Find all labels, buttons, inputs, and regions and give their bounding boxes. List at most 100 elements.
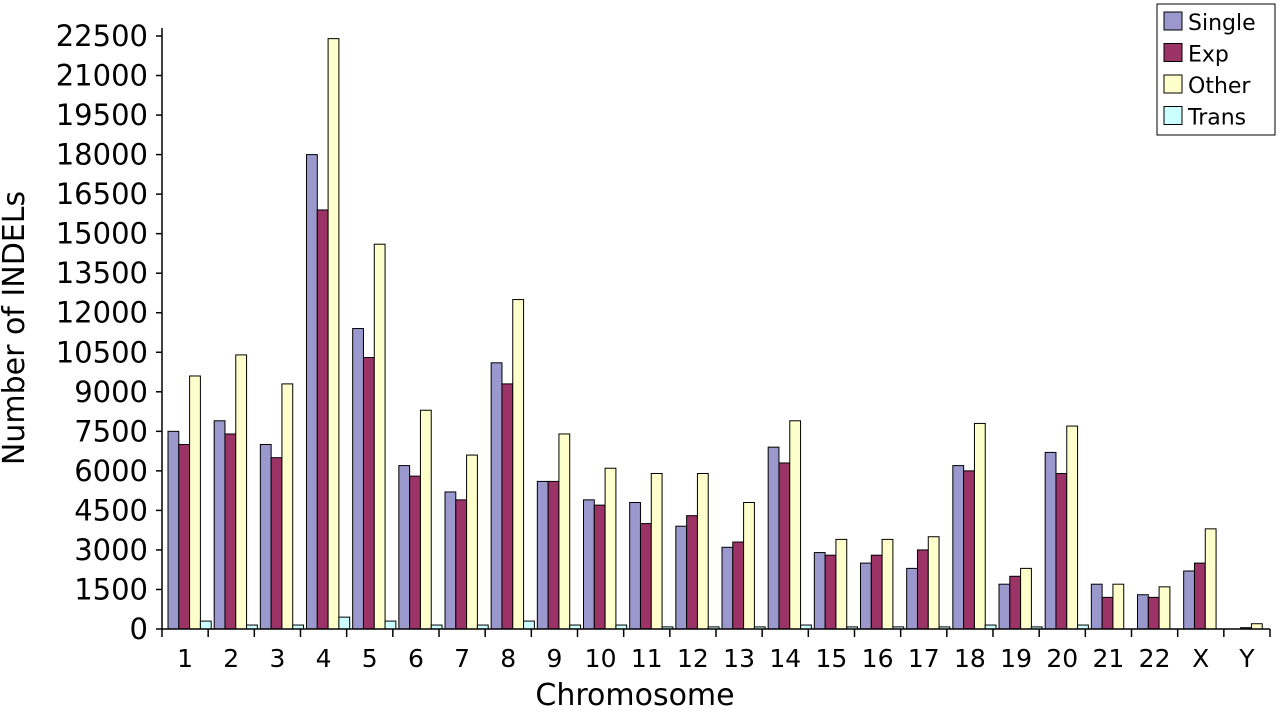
x-tick-label: 11 xyxy=(631,644,663,673)
bar-single-chr-22 xyxy=(1137,594,1149,630)
bar-other-chr-3 xyxy=(281,383,294,630)
bar-other-chr-5 xyxy=(373,243,386,630)
x-tick-label: 10 xyxy=(585,644,617,673)
bar-other-chr-20 xyxy=(1066,425,1079,630)
bar-exp-chr-21 xyxy=(1101,596,1114,630)
bar-other-chr-14 xyxy=(789,420,802,630)
bar-single-chr-20 xyxy=(1044,451,1057,630)
x-tick-label: 21 xyxy=(1093,644,1125,673)
x-tick-label: 4 xyxy=(316,644,332,673)
legend-label-other: Other xyxy=(1188,74,1251,99)
bar-trans-chr-8 xyxy=(523,620,535,630)
bar-single-chr-5 xyxy=(352,328,364,630)
y-tick-label: 6000 xyxy=(74,454,148,488)
x-tick-label: 2 xyxy=(223,644,239,673)
bar-exp-chr-4 xyxy=(316,209,329,630)
x-tick-label: 14 xyxy=(769,644,801,673)
bar-exp-chr-3 xyxy=(270,457,283,630)
bar-single-chr-1 xyxy=(167,430,180,630)
legend-swatch-trans xyxy=(1163,106,1183,125)
bar-single-chr-3 xyxy=(259,444,272,630)
x-tick-label: 9 xyxy=(546,644,562,673)
bar-other-chr-2 xyxy=(235,354,248,630)
y-tick-label: 18000 xyxy=(56,138,148,172)
bar-trans-chr-4 xyxy=(338,616,351,630)
bar-exp-chr-20 xyxy=(1055,473,1068,630)
y-axis-ticks: 0 1500 3000 4500 6000 7500 9000 10500 12000 13500… xyxy=(56,19,162,646)
bar-exp-chr-12 xyxy=(686,515,698,630)
bar-other-chr-22 xyxy=(1158,586,1171,630)
bar-other-chr-19 xyxy=(1020,567,1032,630)
bar-other-chr-8 xyxy=(512,299,525,630)
bar-other-chr-15 xyxy=(835,538,848,630)
legend-swatch-other xyxy=(1163,74,1183,94)
bar-single-chr-7 xyxy=(444,491,457,630)
bar-exp-chr-10 xyxy=(593,504,606,630)
y-tick-label: 3000 xyxy=(74,533,148,567)
bar-single-chr-6 xyxy=(398,465,411,630)
bar-single-chr-15 xyxy=(813,552,826,630)
bar-single-chr-18 xyxy=(952,465,965,630)
bar-exp-chr-2 xyxy=(224,433,237,630)
bar-exp-chr-1 xyxy=(178,444,191,630)
x-tick-label: 12 xyxy=(677,644,709,673)
bar-exp-chr-9 xyxy=(547,480,560,630)
x-tick-label: 20 xyxy=(1046,644,1078,673)
bar-other-chr-y xyxy=(1250,623,1263,630)
y-tick-label: 16500 xyxy=(56,177,148,211)
bar-single-chr-4 xyxy=(306,154,318,630)
x-tick-label: 18 xyxy=(954,644,986,673)
bar-single-chr-16 xyxy=(860,562,872,630)
y-axis-title: Number of INDELs xyxy=(0,191,32,465)
legend: Single Exp Other Trans xyxy=(1156,3,1276,136)
bar-single-chr-17 xyxy=(906,567,918,630)
bar-other-chr-12 xyxy=(696,473,709,630)
bar-exp-chr-7 xyxy=(455,499,468,630)
bar-other-chr-4 xyxy=(327,38,340,630)
bar-exp-chr-11 xyxy=(639,523,652,630)
x-tick-label: 6 xyxy=(408,644,424,673)
bar-exp-chr-8 xyxy=(501,383,514,630)
legend-label-single: Single xyxy=(1188,11,1256,36)
bar-other-chr-7 xyxy=(466,454,478,630)
legend-label-exp: Exp xyxy=(1188,43,1229,68)
bar-exp-chr-22 xyxy=(1147,596,1160,630)
y-tick-label: 19500 xyxy=(56,98,148,132)
bar-single-chr-21 xyxy=(1090,583,1103,630)
bar-other-chr-6 xyxy=(419,409,432,630)
x-tick-label: 7 xyxy=(454,644,470,673)
bar-other-chr-21 xyxy=(1112,583,1125,630)
legend-swatch-exp xyxy=(1163,43,1183,62)
bar-exp-chr-19 xyxy=(1009,575,1022,630)
x-tick-label: 13 xyxy=(723,644,755,673)
x-axis-title: Chromosome xyxy=(535,678,734,712)
y-tick-label: 7500 xyxy=(74,414,148,448)
x-axis-ticks: 1 2 3 4 5 6 7 8 9 10 11 12 13 14 15 16 17 18 19 20 21 22 X Y xyxy=(161,629,1271,673)
bar-single-chr-9 xyxy=(536,480,549,630)
bar-trans-chr-1 xyxy=(199,620,212,630)
x-tick-label: 22 xyxy=(1139,644,1171,673)
y-tick-label: 22500 xyxy=(56,19,148,53)
legend-label-trans: Trans xyxy=(1187,106,1246,131)
bar-other-chr-18 xyxy=(973,422,986,630)
bar-exp-chr-18 xyxy=(963,470,975,630)
x-tick-label: 16 xyxy=(862,644,894,673)
bar-single-chr-14 xyxy=(767,446,780,630)
y-tick-label: 1500 xyxy=(74,572,148,606)
x-tick-label: Y xyxy=(1238,644,1255,673)
x-tick-label: 1 xyxy=(177,644,193,673)
x-tick-label: 19 xyxy=(1000,644,1032,673)
bar-exp-chr-6 xyxy=(409,475,421,630)
bar-single-chr-2 xyxy=(213,420,226,630)
bar-exp-chr-14 xyxy=(778,462,791,630)
bar-single-chr-x xyxy=(1183,570,1195,630)
x-tick-label: X xyxy=(1192,644,1209,673)
y-tick-label: 0 xyxy=(130,612,148,646)
x-tick-label: 17 xyxy=(908,644,940,673)
bar-other-chr-1 xyxy=(189,375,201,630)
bar-other-chr-16 xyxy=(881,538,894,630)
bar-other-chr-10 xyxy=(604,467,617,630)
bar-single-chr-11 xyxy=(629,501,641,630)
bar-single-chr-19 xyxy=(998,583,1011,630)
